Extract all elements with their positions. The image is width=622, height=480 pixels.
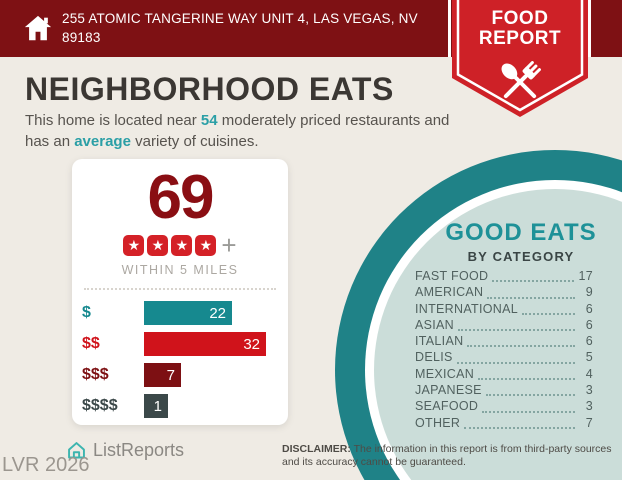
home-icon bbox=[24, 15, 52, 41]
listreports-logo-icon bbox=[68, 442, 85, 459]
price-level-label: $$$ bbox=[82, 366, 109, 383]
category-row: INTERNATIONAL 6 bbox=[415, 302, 593, 318]
price-bar: 22 bbox=[144, 301, 232, 325]
stars-row: ★ ★ ★ ★ + bbox=[72, 229, 288, 260]
dotted-leader bbox=[478, 378, 575, 381]
price-bar: 1 bbox=[144, 394, 168, 418]
disclaimer: DISCLAIMER: The information in this repo… bbox=[282, 443, 612, 469]
category-label: DELIS bbox=[415, 350, 453, 365]
price-bar-value: 22 bbox=[209, 304, 226, 322]
dotted-leader bbox=[485, 394, 575, 397]
category-value: 5 bbox=[585, 350, 593, 365]
category-row: DELIS 5 bbox=[415, 350, 593, 366]
page-title: NEIGHBORHOOD EATS bbox=[25, 71, 394, 107]
price-bar-row: $$$$ 1 bbox=[82, 394, 278, 418]
card-divider bbox=[84, 288, 276, 290]
category-label: ASIAN bbox=[415, 317, 455, 332]
dotted-leader bbox=[467, 345, 575, 348]
watermark: LVR 2026 bbox=[2, 454, 90, 476]
badge-title: FOOD REPORT bbox=[478, 8, 562, 49]
address-line1: 255 ATOMIC TANGERINE WAY UNIT 4, LAS VEG… bbox=[62, 11, 418, 26]
restaurant-score: 69 bbox=[147, 163, 215, 232]
price-bar: 32 bbox=[144, 332, 266, 356]
badge-separator-right bbox=[588, 0, 591, 57]
category-label: ITALIAN bbox=[415, 334, 464, 349]
category-row: OTHER 7 bbox=[415, 416, 593, 432]
good-eats-header: GOOD EATS BY CATEGORY bbox=[421, 219, 621, 264]
variety-highlight: average bbox=[74, 133, 131, 150]
category-label: JAPANESE bbox=[415, 383, 482, 398]
category-label: FAST FOOD bbox=[415, 269, 489, 283]
category-row: MEXICAN 4 bbox=[415, 367, 593, 383]
dotted-leader bbox=[458, 329, 575, 332]
brand-name: ListReports bbox=[93, 440, 185, 460]
category-value: 3 bbox=[585, 383, 593, 398]
category-value: 6 bbox=[585, 317, 593, 332]
spoon-fork-icon bbox=[501, 61, 541, 99]
category-list: FAST FOOD 17 AMERICAN 9 INTERNATIONAL 6 … bbox=[415, 269, 593, 432]
category-row: ITALIAN 6 bbox=[415, 334, 593, 350]
property-address: 255 ATOMIC TANGERINE WAY UNIT 4, LAS VEG… bbox=[62, 10, 432, 48]
price-level-label: $ bbox=[82, 304, 91, 321]
category-value: 4 bbox=[585, 366, 593, 381]
category-value: 7 bbox=[585, 415, 593, 430]
intro-text: This home is located near 54 moderately … bbox=[25, 112, 450, 150]
category-value: 3 bbox=[585, 399, 593, 414]
dotted-leader bbox=[492, 280, 575, 283]
star-icon: ★ bbox=[195, 234, 217, 256]
dotted-leader bbox=[487, 296, 575, 299]
badge-shape bbox=[452, 0, 588, 117]
star-icon: ★ bbox=[147, 234, 169, 256]
good-eats-title: GOOD EATS bbox=[445, 219, 597, 246]
category-row: ASIAN 6 bbox=[415, 318, 593, 334]
dotted-leader bbox=[521, 312, 575, 315]
dotted-leader bbox=[482, 410, 575, 413]
star-icon: ★ bbox=[171, 234, 193, 256]
category-label: INTERNATIONAL bbox=[415, 301, 518, 316]
good-eats-subtitle: BY CATEGORY bbox=[467, 249, 575, 264]
category-value: 17 bbox=[578, 269, 593, 283]
radius-label: WITHIN 5 MILES bbox=[121, 263, 239, 277]
price-level-label: $$ bbox=[82, 335, 100, 352]
dotted-leader bbox=[464, 426, 575, 429]
category-label: SEAFOOD bbox=[415, 399, 479, 414]
category-row: AMERICAN 9 bbox=[415, 285, 593, 301]
price-bar-row: $ 22 bbox=[82, 301, 278, 325]
category-row: FAST FOOD 17 bbox=[415, 269, 593, 285]
price-bar-row: $$$ 7 bbox=[82, 363, 278, 387]
price-level-label: $$$$ bbox=[82, 397, 118, 414]
category-value: 9 bbox=[585, 285, 593, 300]
restaurant-count: 54 bbox=[200, 112, 218, 129]
address-line2: 89183 bbox=[62, 29, 101, 45]
category-value: 6 bbox=[585, 334, 593, 349]
price-bar: 7 bbox=[144, 363, 181, 387]
badge-separator-left bbox=[448, 0, 451, 57]
star-icon: ★ bbox=[123, 234, 145, 256]
price-bar-value: 1 bbox=[153, 397, 162, 415]
price-bar-value: 7 bbox=[166, 366, 175, 384]
price-bars: $ 22 $$ 32 $$$ 7 $$$$ 1 bbox=[72, 301, 288, 418]
price-bar-row: $$ 32 bbox=[82, 332, 278, 356]
category-label: AMERICAN bbox=[415, 285, 484, 300]
listreports-brand: ListReports bbox=[66, 440, 184, 461]
food-report-badge: FOOD REPORT bbox=[452, 0, 588, 122]
category-value: 6 bbox=[585, 301, 593, 316]
dotted-leader bbox=[456, 361, 575, 364]
disclaimer-label: DISCLAIMER: bbox=[282, 443, 351, 455]
category-label: MEXICAN bbox=[415, 366, 475, 381]
score-card: 69 ★ ★ ★ ★ + WITHIN 5 MILES $ 22 $$ 32 $$$ 7… bbox=[72, 159, 288, 425]
price-bar-value: 32 bbox=[243, 335, 260, 353]
plus-sign: + bbox=[221, 229, 237, 260]
category-row: SEAFOOD 3 bbox=[415, 399, 593, 415]
category-row: JAPANESE 3 bbox=[415, 383, 593, 399]
category-label: OTHER bbox=[415, 415, 461, 430]
